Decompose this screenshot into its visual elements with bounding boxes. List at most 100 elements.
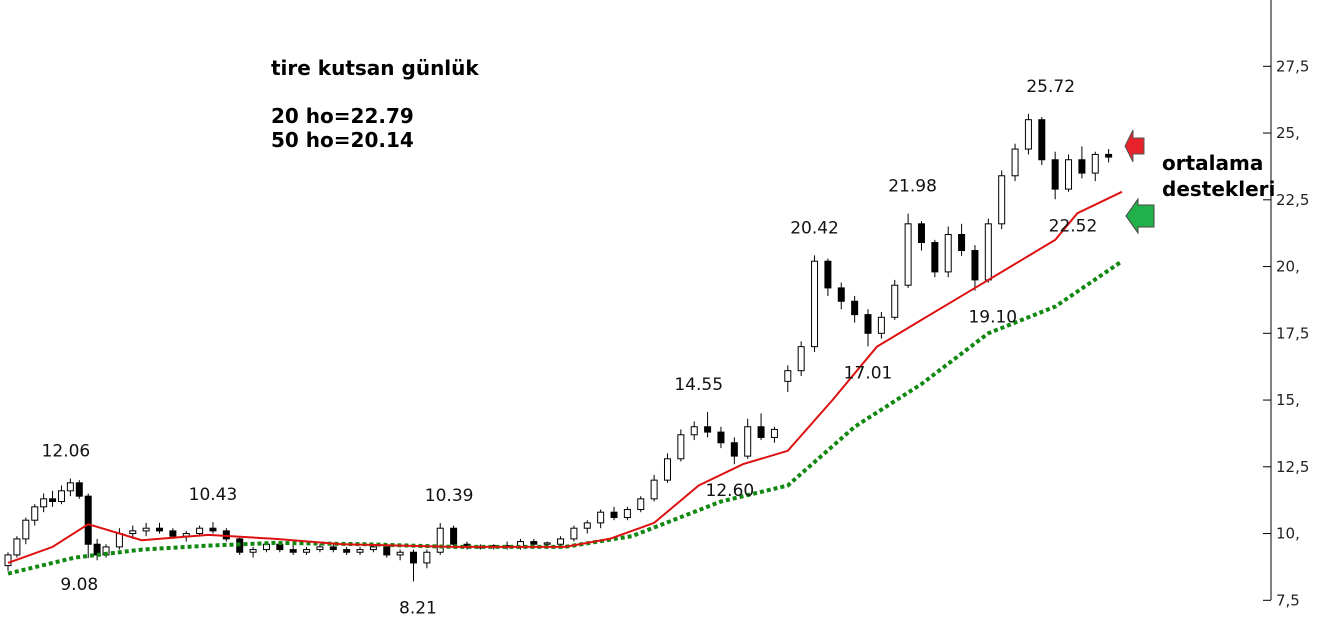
candle [757, 413, 765, 441]
candle [1051, 151, 1059, 200]
candle [944, 226, 952, 278]
candle-body-down [329, 546, 337, 551]
candle-body-up [797, 346, 805, 372]
candle-body-down [450, 527, 458, 545]
price-label: 22.52 [1049, 216, 1098, 236]
candle-body-down [49, 498, 57, 503]
candle [329, 544, 337, 553]
candle-body-up [998, 175, 1006, 225]
y-tick-label: 17,5 [1276, 324, 1309, 342]
candle-body-up [543, 542, 551, 545]
candle-body-up [891, 284, 899, 318]
candle [730, 437, 738, 465]
candle-body-up [650, 479, 658, 500]
candle [356, 546, 364, 555]
green-arrow-icon [1125, 197, 1155, 235]
candle-body-down [1038, 119, 1046, 161]
candle [864, 309, 872, 347]
candle [249, 546, 257, 558]
candle-body-up [690, 426, 698, 436]
candle [984, 218, 992, 283]
chart-title: tire kutsan günlük [271, 56, 479, 80]
candle [811, 255, 819, 352]
candle-body-up [396, 551, 404, 556]
candle [623, 506, 631, 521]
candle [610, 506, 618, 521]
candle-body-down [931, 242, 939, 273]
price-label: 14.55 [674, 375, 723, 395]
candle [66, 478, 74, 497]
callout-text: ortalama destekleri [1162, 150, 1275, 202]
moving-averages-layer [7, 190, 1124, 576]
candle [931, 239, 939, 278]
candle-body-up [66, 482, 74, 492]
candle [450, 525, 458, 547]
price-label: 12.60 [706, 481, 755, 501]
candle [93, 538, 101, 561]
candle [904, 213, 912, 288]
price-label: 19.10 [968, 308, 1017, 328]
candle-body-up [129, 530, 137, 535]
candle-body-down [276, 543, 284, 551]
candle-body-down [610, 511, 618, 519]
callout-line-1: ortalama [1162, 151, 1264, 175]
candle [289, 544, 297, 555]
candle [958, 223, 966, 256]
candle-body-down [864, 314, 872, 334]
y-tick-label: 20, [1276, 258, 1300, 276]
callout-line-2: destekleri [1162, 177, 1276, 201]
y-tick-label: 7,5 [1276, 591, 1300, 609]
candle-body-up [744, 426, 752, 457]
candle-body-up [623, 509, 631, 519]
ma50-line [7, 259, 1124, 576]
candle-body-up [570, 527, 578, 540]
candle [196, 525, 204, 537]
candle-body-up [1011, 148, 1019, 177]
candle [1065, 154, 1073, 192]
candle [40, 493, 48, 513]
candle [1105, 149, 1113, 163]
candle-body-up [22, 519, 30, 540]
candle-body-up [303, 549, 311, 553]
candle-body-up [557, 538, 565, 545]
y-tick-label: 25, [1276, 124, 1300, 142]
y-tick-label: 10, [1276, 525, 1300, 543]
candle [917, 221, 925, 251]
price-label: 10.43 [189, 485, 238, 505]
y-tick-label: 27,5 [1276, 57, 1309, 75]
candle [316, 544, 324, 553]
price-label: 17.01 [844, 363, 893, 383]
candle [637, 496, 645, 513]
candle [57, 485, 65, 505]
candle [1078, 146, 1086, 179]
candle-body-down [169, 530, 177, 537]
candle [744, 418, 752, 459]
candle [663, 453, 671, 483]
candle-body-down [156, 527, 164, 532]
candle-body-up [13, 538, 21, 556]
candle-body-up [31, 506, 39, 521]
candle-body-down [704, 426, 712, 433]
candle [1038, 117, 1046, 166]
candle [824, 258, 832, 296]
candle [690, 421, 698, 441]
candle [1024, 113, 1032, 155]
candle-body-up [1024, 119, 1032, 150]
candle-body-up [196, 527, 204, 535]
candle [971, 245, 979, 291]
candle-body-up [663, 458, 671, 481]
candle-body-up [356, 549, 364, 553]
price-label: 9.08 [60, 575, 98, 595]
candle-body-down [1078, 159, 1086, 174]
candle-body-up [1091, 153, 1099, 174]
ma20-line [7, 190, 1123, 564]
candle-body-up [57, 490, 65, 503]
candle [1011, 143, 1019, 182]
candle [851, 295, 859, 323]
candle-body-up [984, 223, 992, 281]
candle-body-down [409, 551, 417, 564]
candle-body-up [904, 223, 912, 286]
candle [436, 523, 444, 555]
candle [583, 520, 591, 534]
